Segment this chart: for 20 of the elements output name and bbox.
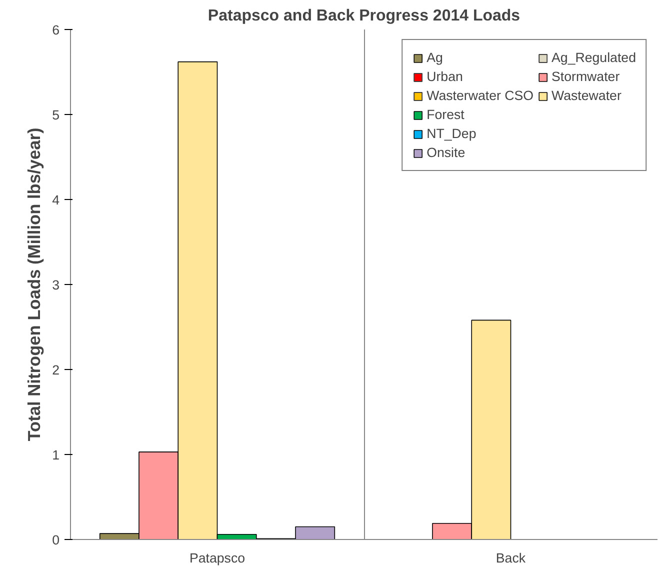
legend-label: Wastewater [552, 88, 622, 103]
legend-label: Urban [426, 69, 463, 84]
legend-label: Ag_Regulated [552, 50, 636, 65]
y-tick-label: 5 [52, 108, 60, 122]
legend-label: NT_Dep [426, 126, 476, 141]
legend-label: Ag [426, 50, 444, 65]
chart-title: Patapsco and Back Progress 2014 Loads [208, 8, 520, 24]
legend-label: Onsite [426, 145, 466, 160]
y-axis-title: Total Nitrogen Loads (Million lbs/year) [24, 128, 44, 442]
y-tick-label: 0 [52, 532, 60, 548]
legend-label: Wasterwater CSO [426, 88, 534, 103]
y-tick-label: 2 [52, 362, 60, 378]
y-tick-label: 6 [52, 22, 60, 38]
y-tick-label: 1 [52, 448, 60, 462]
legend-label: Stormwater [552, 69, 620, 84]
legend-label: Forest [426, 107, 464, 122]
y-tick-label: 4 [52, 192, 60, 208]
y-tick-label: 3 [52, 278, 60, 292]
x-tick-label: Patapsco [189, 550, 246, 566]
x-tick-label: Back [496, 550, 526, 566]
